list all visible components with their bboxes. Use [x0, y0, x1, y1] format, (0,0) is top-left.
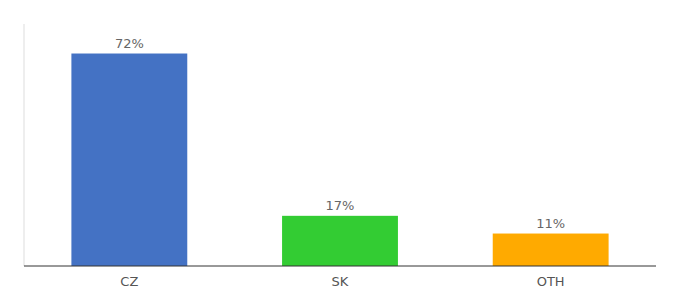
- y-axis-line: [24, 24, 25, 266]
- chart-container: 72% 17% 11% CZ SK OTH: [0, 0, 680, 300]
- x-tick-label: SK: [332, 274, 349, 289]
- x-tick-label: OTH: [537, 274, 565, 289]
- data-label: 11%: [536, 216, 565, 231]
- x-tick-label: CZ: [120, 274, 138, 289]
- bars: [71, 54, 608, 266]
- data-label: 17%: [326, 198, 355, 213]
- data-label: 72%: [115, 36, 144, 51]
- x-axis-line: [24, 266, 656, 267]
- bar: [282, 216, 398, 266]
- bar: [493, 234, 609, 266]
- chart-svg: 72% 17% 11% CZ SK OTH: [0, 0, 680, 300]
- bar: [71, 54, 187, 266]
